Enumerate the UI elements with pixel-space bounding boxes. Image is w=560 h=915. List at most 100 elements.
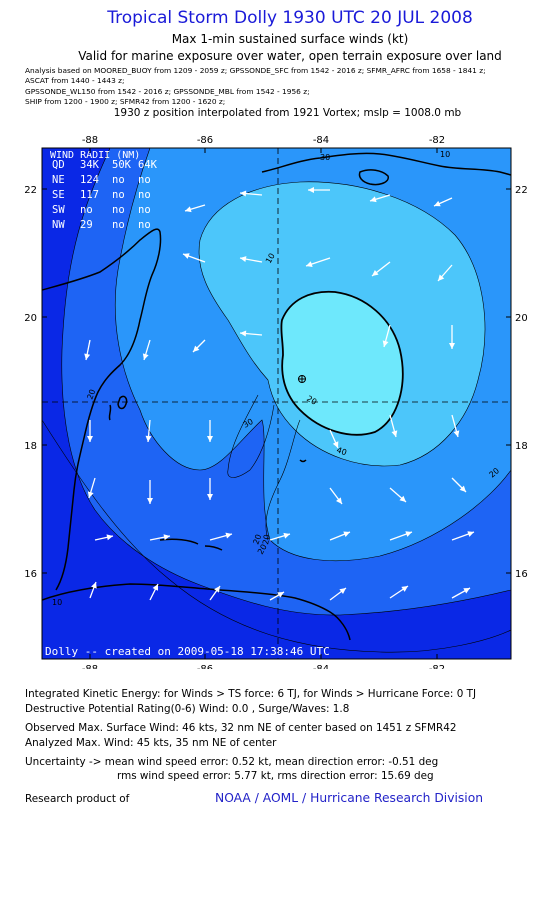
wind-vector-head bbox=[382, 340, 389, 347]
wind-radii-cell: 29 bbox=[80, 219, 93, 231]
storm-center bbox=[298, 375, 306, 383]
creation-credit: Dolly -- created on 2009-05-18 17:38:46 … bbox=[45, 645, 330, 658]
wind-vector-head bbox=[145, 435, 152, 442]
contour-label: 20 bbox=[261, 534, 272, 546]
map-title: Tropical Storm Dolly 1930 UTC 20 JUL 200… bbox=[107, 8, 473, 28]
wind-radii-cell: no bbox=[138, 174, 151, 186]
wind-radii-cell: no bbox=[138, 219, 151, 231]
wind-vector-head bbox=[147, 498, 153, 504]
cuba-coast bbox=[261, 152, 511, 176]
contour-line-outer-10 bbox=[42, 419, 511, 653]
longitude-axis: -88 -88 -86 -86 -84 -84 -82 -82 bbox=[82, 135, 445, 669]
wind-radii-cell: 64K bbox=[138, 159, 158, 171]
contour-label: 10 bbox=[440, 150, 450, 159]
wind-vector-head bbox=[463, 588, 470, 594]
analysis-line: SHIP from 1200 - 1900 z; SFMR42 from 120… bbox=[25, 97, 226, 107]
wind-vector-head bbox=[91, 582, 97, 589]
wind-vector-head bbox=[391, 430, 398, 437]
wind-radii-cell: no bbox=[138, 189, 151, 201]
wind-vector-head bbox=[185, 206, 192, 213]
analyzed-max-wind: Analyzed Max. Wind: 45 kts, 35 nm NE of … bbox=[25, 737, 277, 749]
wind-radii-table: WIND RADII (NM) QD 34K 50K 64K NE 124 no no SE 11… bbox=[50, 150, 158, 231]
wind-vector-head bbox=[152, 584, 158, 591]
longitude-tick-label: -86 bbox=[197, 664, 213, 669]
wind-vector-head bbox=[401, 586, 408, 592]
wind-radii-cell: no bbox=[138, 204, 151, 216]
latitude-tick-label: 22 bbox=[515, 185, 528, 196]
honduras-coast bbox=[42, 583, 351, 641]
wind-radii-cell: no bbox=[112, 174, 125, 186]
wind-vector-head bbox=[277, 592, 284, 598]
latitude-tick-label: 18 bbox=[24, 441, 37, 452]
contour-line-center bbox=[227, 394, 275, 478]
wind-vector-head bbox=[405, 531, 412, 537]
yucatan-coast bbox=[42, 228, 162, 591]
wind-radii-cell: no bbox=[112, 219, 125, 231]
cozumel-coast bbox=[117, 395, 128, 410]
swan-islands bbox=[299, 459, 307, 463]
contour-label: 20 bbox=[256, 543, 269, 556]
wind-vector-head bbox=[343, 531, 350, 538]
wind-vector-head bbox=[240, 190, 247, 197]
isle-of-youth-coast bbox=[358, 169, 389, 186]
wind-vector-head bbox=[163, 534, 170, 541]
map-subtitle: Max 1-min sustained surface winds (kt) bbox=[171, 32, 409, 46]
wind-vector-head bbox=[308, 187, 314, 193]
research-organization: NOAA / AOML / Hurricane Research Divisio… bbox=[215, 791, 484, 805]
analysis-sources: Analysis based on MOORED_BUOY from 1209 … bbox=[25, 66, 555, 108]
wind-radii-cell: SW bbox=[52, 204, 65, 216]
wind-radii-cell: 34K bbox=[80, 159, 100, 171]
contour-label: 30 bbox=[320, 153, 330, 162]
contour-label: 30 bbox=[242, 417, 255, 430]
wind-vector-head bbox=[207, 436, 213, 442]
wind-vector-head bbox=[332, 441, 339, 448]
wind-vector-head bbox=[283, 532, 290, 539]
contour-label: 20 bbox=[85, 388, 97, 401]
wind-radii-cell: no bbox=[112, 189, 125, 201]
longitude-tick-label: -82 bbox=[429, 135, 445, 146]
wind-vector-head bbox=[106, 534, 113, 541]
longitude-tick-label: -84 bbox=[313, 135, 329, 146]
wind-vector-head bbox=[183, 253, 190, 259]
longitude-tick-label: -82 bbox=[429, 664, 445, 669]
wind-vector-head bbox=[370, 196, 377, 203]
latitude-tick-label: 22 bbox=[24, 185, 37, 196]
wind-vector-head bbox=[438, 274, 445, 281]
analysis-line: GPSSONDE_WL150 from 1542 - 2016 z; GPSSO… bbox=[25, 86, 310, 96]
wind-vector-head bbox=[449, 343, 455, 349]
contour-label: 10 bbox=[52, 598, 62, 607]
wind-vector-head bbox=[240, 330, 247, 337]
wind-radii-cell: SE bbox=[52, 189, 65, 201]
wind-vector-head bbox=[336, 497, 342, 504]
contour-band-above-40 bbox=[281, 291, 403, 435]
bay-islands bbox=[159, 538, 223, 551]
wind-radii-cell: no bbox=[80, 204, 93, 216]
latitude-tick-label: 16 bbox=[515, 569, 528, 580]
wind-vector-head bbox=[225, 532, 232, 539]
contour-line-40 bbox=[280, 290, 404, 436]
contour-label: 20 bbox=[305, 394, 318, 407]
latitude-tick-label: 20 bbox=[24, 313, 37, 324]
wind-radii-cell: NW bbox=[52, 219, 65, 231]
wind-radii-cell: NE bbox=[52, 174, 65, 186]
wind-vector-head bbox=[399, 495, 406, 502]
analysis-line: Analysis based on MOORED_BUOY from 1209 … bbox=[25, 66, 486, 75]
latitude-tick-label: 18 bbox=[515, 441, 528, 452]
wind-vector-head bbox=[434, 200, 441, 207]
plot-frame bbox=[41, 147, 512, 660]
wind-vectors bbox=[84, 187, 475, 601]
wind-vector-head bbox=[84, 353, 91, 360]
latitude-tick-label: 20 bbox=[515, 313, 528, 324]
observed-max-wind: Observed Max. Surface Wind: 46 kts, 32 n… bbox=[25, 722, 457, 734]
wind-vector-head bbox=[467, 531, 474, 537]
contour-line-10 bbox=[42, 148, 511, 616]
contour-label: 20 bbox=[251, 533, 263, 546]
wind-radii-cell: 117 bbox=[80, 189, 99, 201]
longitude-tick-label: -88 bbox=[82, 664, 98, 669]
wind-radii-cell: QD bbox=[52, 159, 65, 171]
wind-radii-title: WIND RADII (NM) bbox=[50, 150, 140, 161]
contour-line-30 bbox=[198, 181, 486, 467]
